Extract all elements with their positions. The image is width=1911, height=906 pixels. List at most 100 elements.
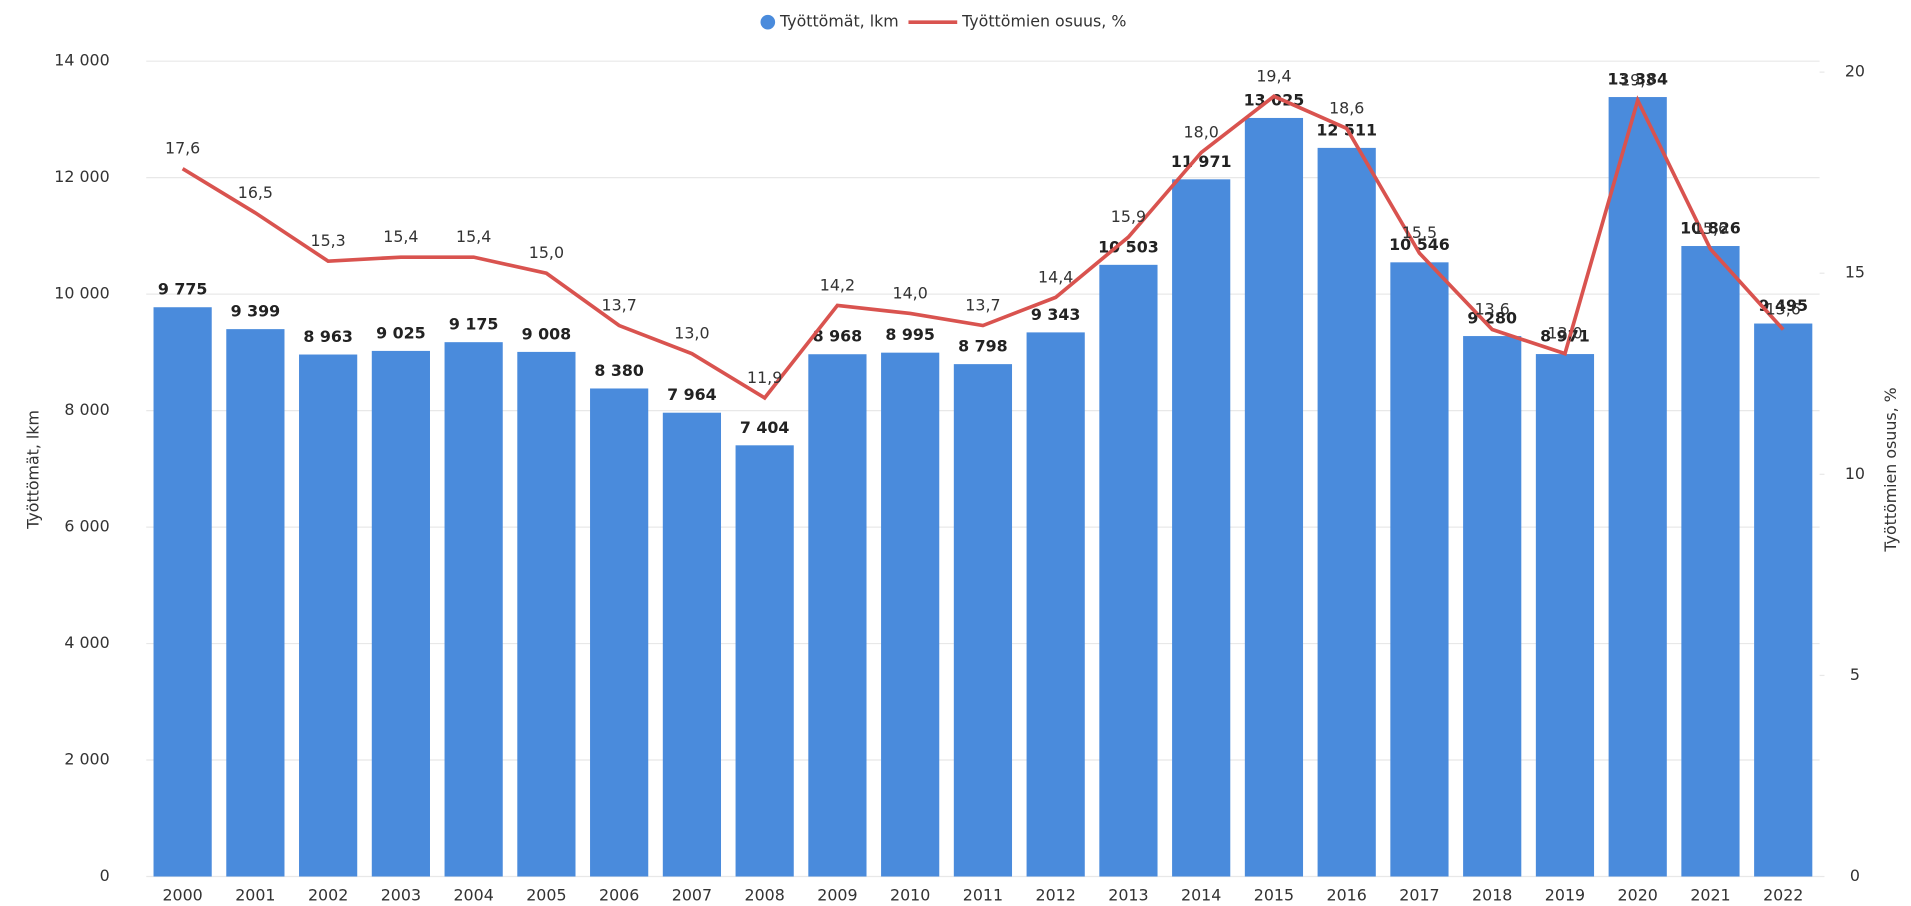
bar xyxy=(590,388,649,877)
line-value-label: 13,7 xyxy=(965,296,1000,315)
legend-label: Työttömien osuus, % xyxy=(961,12,1126,31)
bar-value-label: 8 968 xyxy=(813,327,863,346)
line-value-label: 15,3 xyxy=(311,231,346,250)
bar-value-label: 13 384 xyxy=(1607,69,1668,88)
bar xyxy=(1463,336,1522,877)
x-tick-label: 2017 xyxy=(1399,886,1439,905)
bar xyxy=(371,350,430,877)
line-value-label: 14,4 xyxy=(1038,267,1073,286)
line-value-label: 19,4 xyxy=(1256,66,1291,85)
bar xyxy=(299,354,358,877)
bar xyxy=(881,352,940,877)
y-tick-label: 10 000 xyxy=(54,284,109,303)
x-tick-label: 2019 xyxy=(1545,886,1585,905)
x-tick-label: 2018 xyxy=(1472,886,1512,905)
bar xyxy=(226,329,285,877)
x-tick-label: 2005 xyxy=(526,886,566,905)
x-tick-label: 2014 xyxy=(1181,886,1221,905)
x-tick-label: 2003 xyxy=(381,886,421,905)
line-value-label: 15,0 xyxy=(529,243,564,262)
bar xyxy=(1754,323,1813,877)
y2-tick-label: 10 xyxy=(1845,464,1865,483)
y-tick-label: 4 000 xyxy=(64,633,109,652)
bar xyxy=(1608,97,1667,877)
bar-value-label: 9 343 xyxy=(1031,305,1081,324)
bar-value-label: 7 964 xyxy=(667,385,717,404)
x-tick-label: 2016 xyxy=(1327,886,1367,905)
y-tick-label: 6 000 xyxy=(64,517,109,536)
x-tick-label: 2002 xyxy=(308,886,348,905)
bar xyxy=(953,364,1013,877)
bar-value-label: 9 495 xyxy=(1758,296,1808,315)
line xyxy=(181,94,1785,401)
y-axis-title: Työttömät, lkm xyxy=(24,410,43,530)
bar-value-label: 8 963 xyxy=(303,327,353,346)
bar xyxy=(517,351,576,877)
line-value-label: 19,3 xyxy=(1620,70,1655,89)
legend-marker xyxy=(760,14,776,30)
bar-value-label: 9 008 xyxy=(522,324,572,343)
bar-value-label: 10 826 xyxy=(1680,218,1741,237)
bar xyxy=(153,307,212,877)
line-value-label: 11,9 xyxy=(747,368,782,387)
bar-value-label: 8 995 xyxy=(885,325,935,344)
line-value-label: 13,7 xyxy=(602,296,637,315)
line-value-label: 15,6 xyxy=(1693,219,1728,238)
x-tick-label: 2010 xyxy=(890,886,930,905)
x-tick-label: 2000 xyxy=(162,886,202,905)
y2-tick-label: 20 xyxy=(1845,62,1865,81)
bar xyxy=(1026,332,1085,877)
line-value-label: 13,0 xyxy=(1547,324,1582,343)
x-tick-label: 2008 xyxy=(745,886,785,905)
line-value-label: 17,6 xyxy=(165,139,200,158)
bar xyxy=(1099,264,1158,877)
legend-label: Työttömät, lkm xyxy=(779,12,899,31)
bar-value-label: 10 546 xyxy=(1389,235,1450,254)
y2-axis-title: Työttömien osuus, % xyxy=(1881,387,1900,552)
bar-value-label: 8 380 xyxy=(594,361,644,380)
x-tick-label: 2013 xyxy=(1108,886,1148,905)
bar-value-label: 9 399 xyxy=(231,302,281,321)
line-value-label: 18,6 xyxy=(1329,98,1364,117)
y2-tick-label: 0 xyxy=(1850,866,1860,885)
y2-tick-label: 5 xyxy=(1850,665,1860,684)
bar xyxy=(662,412,722,877)
bar xyxy=(1681,246,1740,877)
line-value-label: 18,0 xyxy=(1184,123,1219,142)
line-value-label: 14,2 xyxy=(820,275,855,294)
x-tick-label: 2022 xyxy=(1763,886,1803,905)
bar xyxy=(444,342,503,877)
bar xyxy=(1390,262,1449,877)
bar xyxy=(735,445,794,877)
bar xyxy=(1172,179,1231,877)
bar-value-label: 11 971 xyxy=(1171,152,1232,171)
y2-tick-label: 15 xyxy=(1845,263,1865,282)
bar xyxy=(1244,117,1304,877)
line-value-label: 15,5 xyxy=(1402,223,1437,242)
x-tick-label: 2020 xyxy=(1618,886,1658,905)
x-tick-label: 2004 xyxy=(453,886,493,905)
bar-value-label: 9 775 xyxy=(158,280,208,299)
x-tick-label: 2006 xyxy=(599,886,639,905)
line-value-label: 13,0 xyxy=(674,324,709,343)
y-tick-label: 12 000 xyxy=(54,167,109,186)
bar-value-label: 7 404 xyxy=(740,418,790,437)
line-value-label: 16,5 xyxy=(238,183,273,202)
x-tick-label: 2001 xyxy=(235,886,275,905)
bar-value-label: 9 175 xyxy=(449,315,499,334)
line-value-label: 15,4 xyxy=(456,227,491,246)
x-tick-label: 2015 xyxy=(1254,886,1294,905)
x-tick-label: 2012 xyxy=(1036,886,1076,905)
y-tick-label: 8 000 xyxy=(64,400,109,419)
bar xyxy=(1317,147,1376,877)
x-tick-label: 2007 xyxy=(672,886,712,905)
line-value-label: 15,9 xyxy=(1111,207,1146,226)
line-value-label: 13,6 xyxy=(1766,300,1801,319)
bar-value-label: 9 280 xyxy=(1467,308,1517,327)
x-tick-label: 2021 xyxy=(1690,886,1730,905)
line-value-label: 15,4 xyxy=(383,227,418,246)
x-tick-label: 2009 xyxy=(817,886,857,905)
y-tick-label: 0 xyxy=(100,866,110,885)
y-tick-label: 14 000 xyxy=(54,51,109,70)
